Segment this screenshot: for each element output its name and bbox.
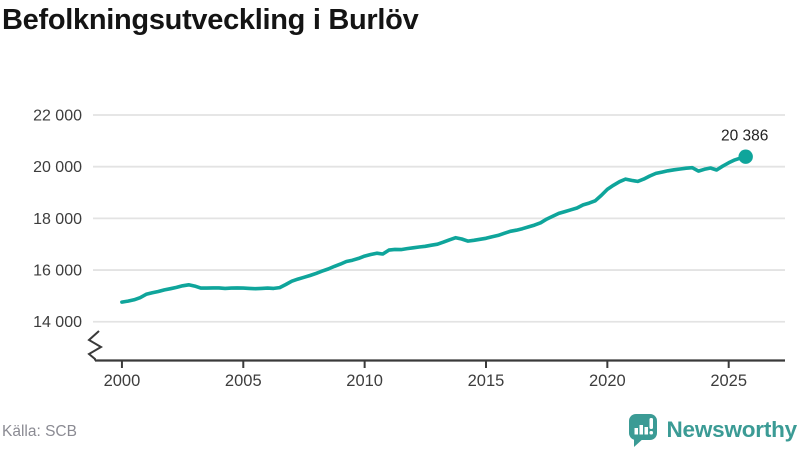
x-tick-label: 2015 (468, 372, 505, 390)
x-axis: 2000 2005 2010 2015 2020 2025 (95, 359, 785, 390)
population-trend-line (120, 154, 748, 304)
x-tick-label: 2020 (589, 372, 626, 390)
y-tick-label: 20 000 (33, 159, 82, 176)
newsworthy-logo: Newsworthy (629, 413, 797, 447)
population-series: 20 386 (120, 128, 768, 304)
source-note: Källa: SCB (2, 423, 77, 440)
x-tick-label: 2005 (225, 372, 262, 390)
y-tick-label: 16 000 (33, 263, 82, 280)
newsworthy-speech-bubble-bar-chart-icon (629, 414, 658, 447)
chart-title: Befolkningsutveckling i Burlöv (2, 4, 419, 36)
brand-name: Newsworthy (666, 417, 797, 442)
y-tick-label: 22 000 (33, 107, 82, 124)
latest-value-label: 20 386 (721, 128, 768, 145)
y-tick-label: 14 000 (33, 314, 82, 331)
latest-value-dot (738, 149, 753, 164)
y-tick-label: 18 000 (33, 211, 82, 228)
y-axis-break-icon (87, 330, 103, 361)
x-tick-label: 2025 (710, 372, 747, 390)
x-tick-label: 2000 (104, 372, 141, 390)
x-tick-label: 2010 (346, 372, 383, 390)
gridlines: 14 000 16 000 18 000 20 000 22 000 (33, 107, 785, 331)
